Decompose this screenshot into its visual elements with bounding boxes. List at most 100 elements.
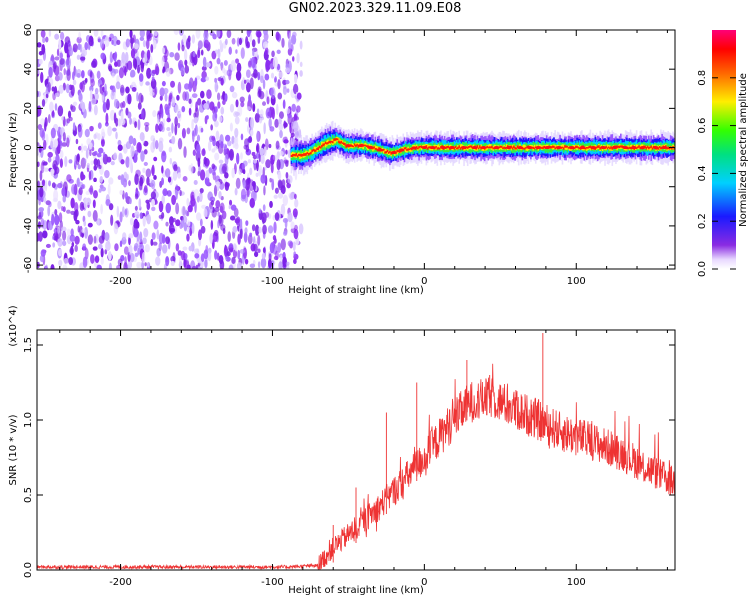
noise-point (82, 243, 87, 251)
noise-point (119, 211, 123, 223)
noise-point (81, 70, 85, 79)
noise-point (85, 190, 90, 196)
noise-point (240, 101, 245, 108)
noise-point (231, 256, 236, 265)
signal-band (504, 147, 507, 150)
noise-point (97, 38, 101, 43)
noise-point (70, 84, 75, 97)
signal-band (375, 148, 378, 151)
noise-point (124, 51, 129, 64)
noise-point (119, 240, 123, 248)
noise-point (100, 52, 106, 60)
noise-point (144, 124, 149, 133)
noise-point (188, 107, 192, 116)
signal-band (573, 147, 576, 150)
signal-band (671, 147, 673, 150)
noise-point (143, 149, 148, 155)
signal-band (437, 144, 440, 149)
noise-point (177, 138, 183, 150)
signal-band (428, 144, 430, 149)
signal-band (426, 144, 429, 150)
signal-band (566, 145, 569, 150)
noise-point (215, 200, 221, 209)
noise-point (63, 68, 66, 76)
noise-point (173, 30, 180, 36)
noise-point (235, 177, 241, 189)
noise-point (97, 218, 100, 226)
noise-point (48, 66, 53, 79)
noise-point (285, 171, 289, 179)
noise-point (93, 30, 99, 37)
noise-point (245, 117, 249, 123)
noise-point (214, 65, 219, 75)
noise-point (70, 228, 74, 237)
noise-point (257, 248, 261, 253)
noise-point (236, 62, 242, 73)
noise-point (134, 252, 139, 257)
noise-point (249, 232, 253, 237)
noise-point (224, 144, 228, 154)
signal-band (334, 138, 337, 144)
signal-peak-point (535, 146, 542, 150)
noise-point (283, 139, 289, 144)
signal-band (299, 153, 301, 157)
noise-point (220, 62, 224, 67)
noise-point (76, 36, 82, 44)
noise-point (257, 35, 261, 44)
noise-point (57, 200, 62, 210)
noise-point (93, 164, 98, 171)
signal-band (459, 144, 462, 149)
noise-point (269, 63, 274, 70)
noise-point (93, 104, 98, 116)
noise-point (158, 214, 163, 219)
noise-point (273, 221, 277, 234)
noise-point (189, 227, 193, 237)
noise-point (298, 223, 304, 235)
noise-point (174, 52, 180, 61)
noise-point (66, 174, 72, 182)
noise-point (299, 40, 303, 50)
noise-point (63, 257, 69, 265)
signal-band (341, 142, 344, 145)
noise-point (247, 159, 251, 164)
noise-point (256, 130, 260, 143)
signal-band (515, 147, 518, 150)
noise-point (187, 220, 191, 227)
signal-peak-point (480, 146, 487, 150)
signal-band (666, 147, 668, 150)
signal-band (403, 147, 406, 150)
noise-point (90, 98, 97, 105)
noise-point (238, 37, 243, 46)
noise-point (207, 250, 212, 262)
noise-point (139, 212, 143, 220)
noise-point (134, 242, 139, 249)
noise-point (143, 185, 148, 194)
noise-point (226, 251, 231, 257)
noise-point (217, 48, 221, 59)
noise-point (150, 44, 154, 53)
signal-band (588, 145, 591, 149)
noise-point (125, 156, 130, 168)
noise-point (113, 52, 117, 62)
noise-point (39, 127, 45, 138)
noise-point (287, 48, 293, 56)
noise-point (38, 211, 42, 218)
noise-point (267, 225, 274, 234)
x-tick-label: 100 (567, 577, 586, 588)
noise-point (110, 214, 114, 226)
noise-point (146, 214, 151, 225)
signal-band (447, 146, 450, 151)
noise-point (89, 149, 92, 157)
noise-point (50, 127, 56, 139)
signal-band (307, 152, 310, 156)
signal-band (397, 150, 400, 153)
noise-point (146, 176, 150, 186)
snr-series (37, 333, 675, 570)
noise-point (234, 127, 239, 138)
noise-point (86, 162, 90, 169)
noise-point (122, 232, 127, 241)
noise-point (66, 58, 70, 66)
noise-point (122, 65, 126, 73)
noise-point (240, 47, 245, 60)
signal-band (317, 147, 320, 151)
